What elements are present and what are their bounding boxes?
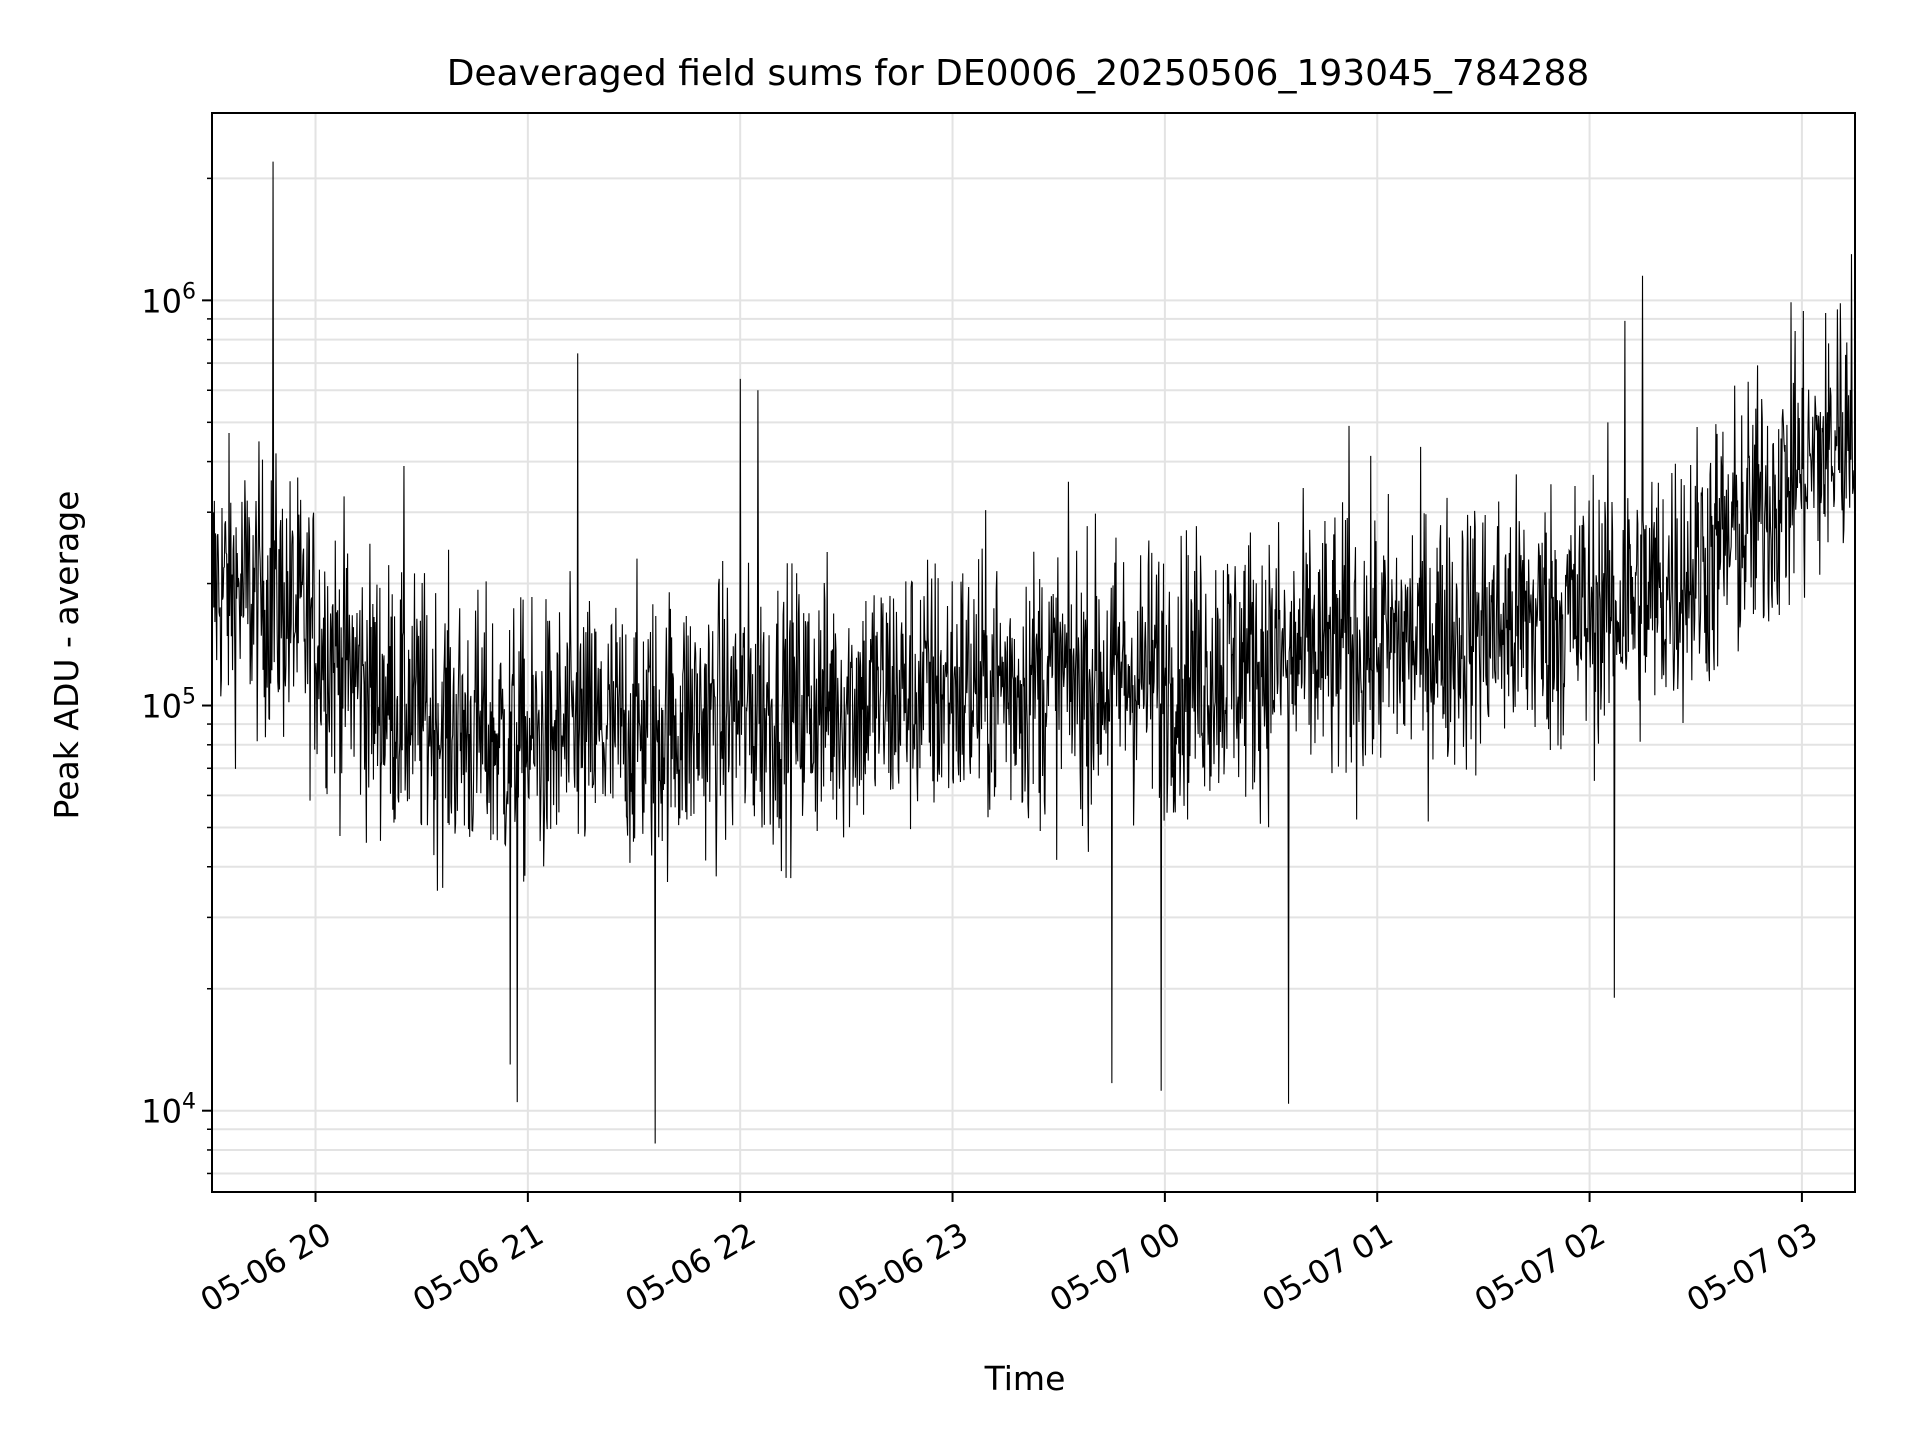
y-tick-label: 106: [141, 279, 196, 320]
x-axis-label: Time: [984, 1359, 1066, 1398]
y-axis-label: Peak ADU - average: [47, 491, 86, 820]
chart-title: Deaveraged field sums for DE0006_2025050…: [447, 53, 1590, 94]
axes-frame: [211, 112, 1856, 1193]
series-line: [211, 161, 1856, 1144]
plot-area: [211, 161, 1856, 1144]
y-tick-label: 105: [141, 685, 196, 726]
y-axis-ticks: 104 105 106: [141, 177, 212, 1175]
y-tick-label: 104: [141, 1090, 196, 1131]
